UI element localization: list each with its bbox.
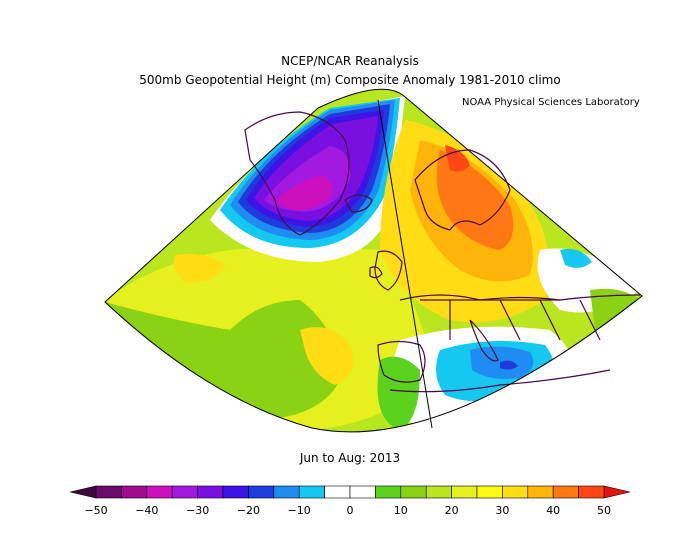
map-border <box>104 88 643 433</box>
colorbar-bin <box>171 485 198 499</box>
anomaly-fill-europe-45 <box>445 145 470 172</box>
colorbar-bin <box>425 485 452 499</box>
anomaly-fill-east-green <box>590 288 640 332</box>
colorbar-bin <box>476 485 503 499</box>
colorbar-tick-label: 10 <box>394 504 408 517</box>
colorbar-bin <box>121 485 148 499</box>
colorbar-tick-label: 40 <box>546 504 560 517</box>
period-label: Jun to Aug: 2013 <box>299 451 401 465</box>
colorbar-bin <box>273 485 300 499</box>
italy-coast <box>469 319 499 362</box>
anomaly-fill-med-minus-15 <box>500 360 518 370</box>
iceland-coast <box>344 194 373 213</box>
colorbar-bins <box>69 485 631 499</box>
colorbar-bin <box>502 485 529 499</box>
colorbar-under-triangle <box>69 485 97 499</box>
colorbar-bin <box>298 485 325 499</box>
country-borders <box>420 299 601 341</box>
colorbar-ticks: −50 −40 −30 −20 −10 0 10 20 30 40 50 <box>84 504 611 517</box>
colorbar-tick-label: 0 <box>347 504 354 517</box>
credit-label: NOAA Physical Sciences Laboratory <box>462 97 640 108</box>
coastlines <box>244 111 641 393</box>
anomaly-fill-minus-35 <box>276 175 332 210</box>
anomaly-fill-africa-green <box>377 356 420 430</box>
colorbar-bin <box>95 485 122 499</box>
colorbar-bin <box>552 485 579 499</box>
prime-meridian-line <box>377 99 433 429</box>
colorbar-tick-label: 50 <box>597 504 611 517</box>
title-line-1: NCEP/NCAR Reanalysis <box>281 54 419 68</box>
north-africa-coast <box>389 369 611 393</box>
colorbar-bin <box>324 485 351 499</box>
colorbar-bin <box>349 485 376 499</box>
anomaly-fill-east-minus <box>560 248 592 268</box>
colorbar-bin <box>375 485 402 499</box>
anomaly-fill-west-high <box>173 253 225 283</box>
colorbar-tick-label: −50 <box>84 504 107 517</box>
europe-coast <box>399 294 641 301</box>
colorbar-tick-label: 30 <box>495 504 509 517</box>
colorbar-bin <box>578 485 605 499</box>
colorbar-bin <box>146 485 173 499</box>
colorbar-bin <box>527 485 554 499</box>
greenland-coast <box>244 111 350 236</box>
iberia-coast <box>377 340 426 383</box>
colorbar-bin <box>248 485 275 499</box>
colorbar-over-triangle <box>603 485 631 499</box>
colorbar-tick-label: −40 <box>135 504 158 517</box>
title-line-2: 500mb Geopotential Height (m) Composite … <box>139 73 561 87</box>
colorbar-bin <box>400 485 427 499</box>
colorbar-tick-label: −30 <box>186 504 209 517</box>
colorbar-tick-label: 20 <box>445 504 459 517</box>
colorbar-tick-label: −10 <box>288 504 311 517</box>
colorbar-bin <box>451 485 478 499</box>
anomaly-fill-azores-high <box>300 327 353 385</box>
colorbar-tick-label: −20 <box>237 504 260 517</box>
anomaly-fill-south-atlantic <box>105 300 340 420</box>
british-isles-coast <box>374 250 403 291</box>
colorbar-bin <box>222 485 249 499</box>
anomaly-fill-europe-40 <box>436 150 514 250</box>
colorbar-bin <box>197 485 224 499</box>
ireland-coast <box>369 266 383 279</box>
scandinavia-coast <box>414 149 511 231</box>
